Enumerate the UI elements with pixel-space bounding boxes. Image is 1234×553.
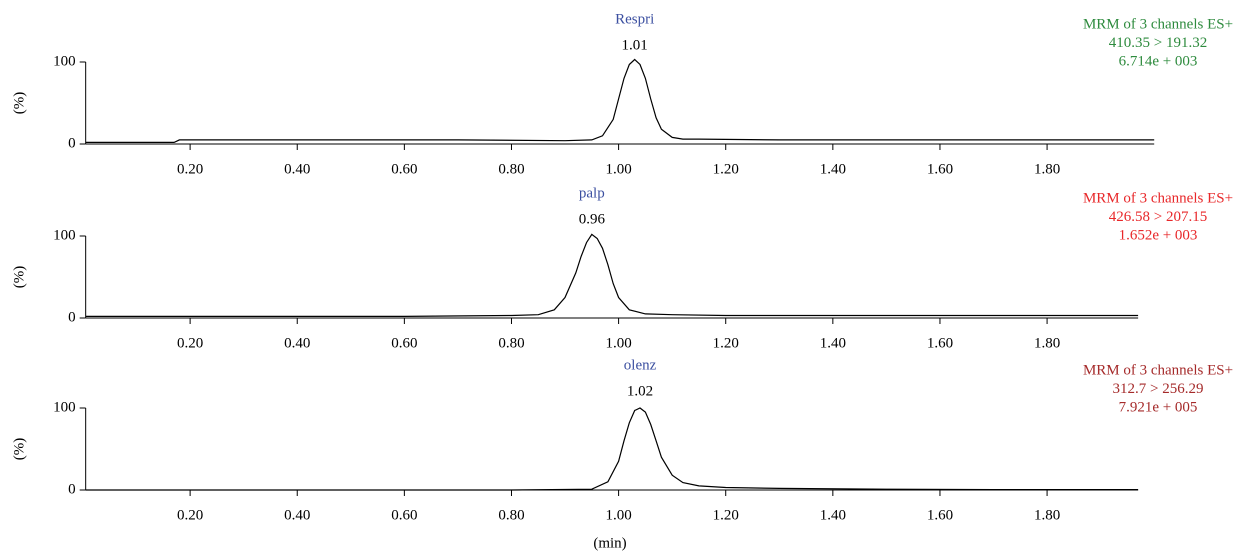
trace [85,407,1139,491]
x-tick-label: 0.20 [177,335,203,351]
x-tick-label: 1.20 [713,507,739,523]
x-axis-label: (min) [593,535,626,551]
x-tick-label: 0.80 [498,161,524,177]
y-tick-label: 0 [68,309,76,325]
x-tick-label: 0.60 [391,335,417,351]
x-tick-label: 0.20 [177,161,203,177]
peak-name: palp [579,185,605,201]
x-tick-label: 0.40 [284,507,310,523]
peak-time: 0.96 [579,211,606,227]
peak-name: olenz [624,357,657,373]
x-tick-label: 0.40 [284,335,310,351]
y-axis-label: (%) [11,438,27,461]
y-tick-label: 100 [53,399,76,415]
y-axis-label: (%) [11,92,27,115]
x-tick-label: 0.40 [284,161,310,177]
x-tick-label: 1.60 [927,335,953,351]
trace [85,58,1155,143]
x-tick-label: 1.40 [820,507,846,523]
x-tick-label: 0.80 [498,507,524,523]
annotation: 410.35 > 191.32 [1109,35,1207,51]
x-tick-label: 1.60 [927,507,953,523]
x-tick-label: 1.80 [1034,161,1060,177]
x-tick-label: 0.20 [177,507,203,523]
x-tick-label: 1.40 [820,161,846,177]
y-tick-label: 100 [53,227,76,243]
x-tick-label: 1.00 [605,507,631,523]
peak-name: Respri [615,11,654,27]
x-tick-label: 1.80 [1034,507,1060,523]
x-tick-label: 0.60 [391,507,417,523]
annotation: MRM of 3 channels ES+ [1083,190,1233,206]
x-tick-label: 1.40 [820,335,846,351]
annotation: 6.714e + 003 [1119,53,1198,69]
x-tick-label: 1.20 [713,335,739,351]
y-tick-label: 100 [53,53,76,69]
y-tick-label: 0 [68,481,76,497]
peak-time: 1.01 [622,37,648,53]
annotation: 312.7 > 256.29 [1113,381,1204,397]
annotation: 426.58 > 207.15 [1109,209,1207,225]
x-tick-label: 1.80 [1034,335,1060,351]
annotation: MRM of 3 channels ES+ [1083,362,1233,378]
x-tick-label: 1.20 [713,161,739,177]
x-tick-label: 0.60 [391,161,417,177]
x-tick-label: 1.60 [927,161,953,177]
x-tick-label: 1.00 [605,161,631,177]
annotation: 7.921e + 005 [1119,399,1198,415]
y-tick-label: 0 [68,135,76,151]
x-tick-label: 0.80 [498,335,524,351]
annotation: 1.652e + 003 [1119,227,1198,243]
x-tick-label: 1.00 [605,335,631,351]
y-axis-label: (%) [11,266,27,289]
trace [85,233,1139,317]
peak-time: 1.02 [627,383,653,399]
annotation: MRM of 3 channels ES+ [1083,16,1233,32]
